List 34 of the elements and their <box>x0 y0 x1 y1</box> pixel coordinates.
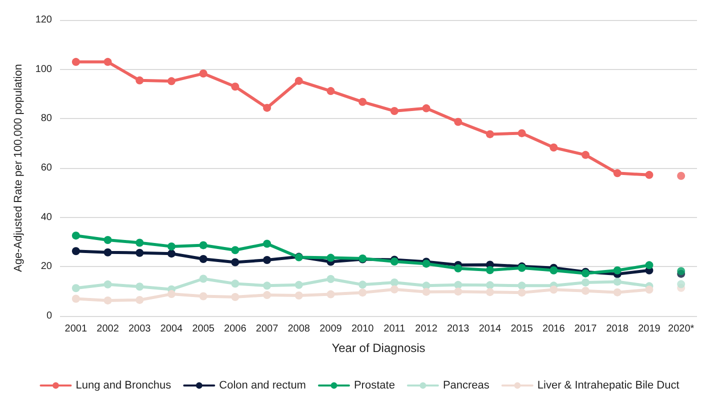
x-tick-label: 2002 <box>96 324 120 334</box>
y-tick-label: 40 <box>40 212 52 223</box>
y-axis-title: Age-Adjusted Rate per 100,000 population <box>12 64 24 272</box>
y-tick-label: 80 <box>40 113 52 124</box>
x-tick-label: 2019 <box>638 324 661 334</box>
y-tick-label: 60 <box>40 162 52 174</box>
x-tick-label: 2014 <box>478 324 502 334</box>
x-tick-label: 2004 <box>160 324 184 334</box>
legend-label: Pancreas <box>442 380 490 392</box>
x-tick-label: 2008 <box>288 324 310 334</box>
x-tick-label: 2016 <box>542 324 566 334</box>
legend-label: Liver & Intrahepatic Bile Duct <box>537 380 680 392</box>
legend-label: Lung and Bronchus <box>76 380 172 392</box>
x-axis-title: Year of Diagnosis <box>332 341 426 355</box>
x-tick-label: 2001 <box>64 324 88 334</box>
y-tick-label: 20 <box>40 261 52 272</box>
x-tick-label: 2006 <box>224 324 247 334</box>
y-tick-label: 100 <box>35 64 52 75</box>
x-tick-label: 2020* <box>668 324 694 334</box>
x-tick-label: 2003 <box>128 324 152 334</box>
x-tick-label: 2012 <box>415 324 438 334</box>
y-tick-label: 0 <box>46 310 52 322</box>
x-tick-label: 2017 <box>574 324 598 334</box>
x-tick-label: 2005 <box>192 324 215 334</box>
y-tick-label: 120 <box>35 14 52 26</box>
legend-label: Colon and rectum <box>219 380 306 392</box>
x-tick-label: 2011 <box>384 324 406 334</box>
x-tick-label: 2010 <box>351 324 374 334</box>
x-tick-label: 2009 <box>320 324 342 334</box>
x-tick-label: 2013 <box>447 324 470 334</box>
x-tick-label: 2007 <box>256 324 279 334</box>
x-tick-label: 2015 <box>510 324 534 334</box>
legend-label: Prostate <box>354 380 395 392</box>
x-tick-label: 2018 <box>606 324 629 334</box>
